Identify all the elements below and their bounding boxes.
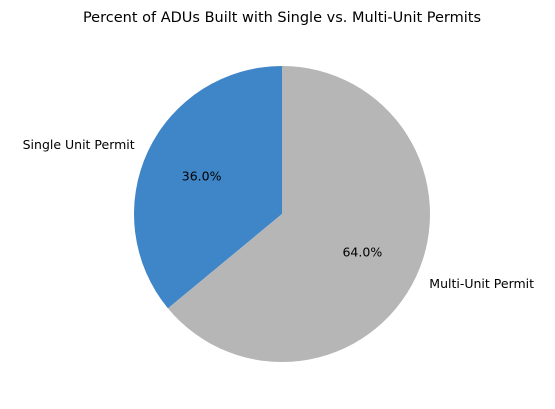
- pie-slices: [134, 66, 430, 363]
- slice-label-multi-unit-permit: Multi-Unit Permit: [429, 276, 534, 291]
- pie-slice-single-unit-permit: [134, 66, 282, 309]
- pct-label-single-unit-permit: 36.0%: [182, 169, 222, 184]
- chart-title: Percent of ADUs Built with Single vs. Mu…: [83, 10, 481, 26]
- pie-slice-multi-unit-permit: [167, 66, 430, 363]
- pie-labels: 36.0% Single Unit Permit 64.0% Multi-Unit P…: [23, 137, 535, 291]
- slice-label-single-unit-permit: Single Unit Permit: [23, 137, 135, 152]
- pct-label-multi-unit-permit: 64.0%: [342, 244, 382, 259]
